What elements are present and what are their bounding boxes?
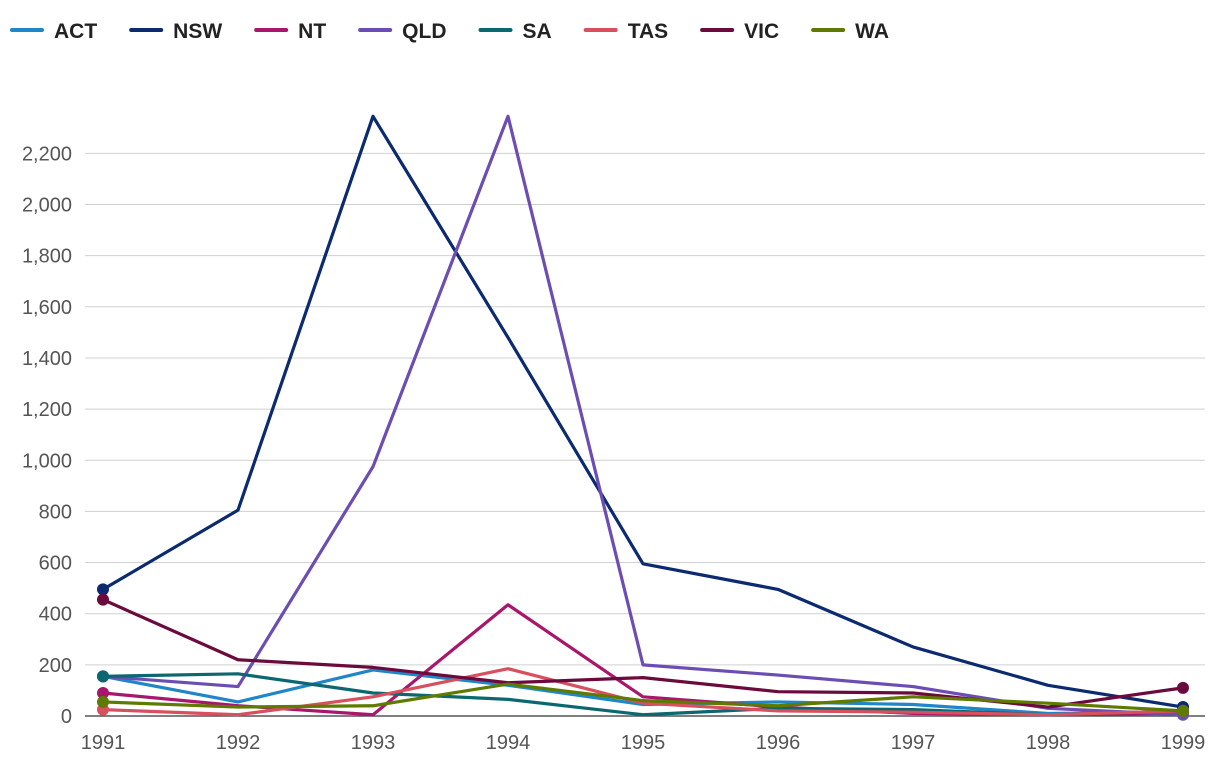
x-tick-label: 1993 [351, 732, 396, 754]
legend-label: NT [298, 20, 326, 43]
legend-item-qld[interactable]: QLD [358, 20, 447, 43]
data-point-wa[interactable] [1177, 704, 1189, 717]
legend-label: TAS [628, 20, 668, 43]
data-point-sa[interactable] [97, 670, 109, 683]
y-tick-label: 600 [39, 553, 72, 575]
y-tick-label: 2,200 [22, 143, 72, 165]
y-tick-label: 1,600 [22, 297, 72, 319]
legend-item-nsw[interactable]: NSW [129, 20, 222, 43]
y-tick-label: 1,800 [22, 246, 72, 268]
series-group [97, 114, 1189, 721]
series-wa [97, 682, 1189, 717]
x-axis: 1991 1992 1993 1994 1995 1996 1997 1998 1999 [81, 715, 1206, 754]
x-tick-label: 1994 [486, 732, 531, 754]
series-line-wa[interactable] [101, 682, 1185, 713]
x-tick-label: 1999 [1161, 732, 1206, 754]
legend-item-sa[interactable]: SA [478, 20, 552, 43]
x-tick-label: 1998 [1026, 732, 1071, 754]
y-tick-label: 1,200 [22, 399, 72, 421]
legend-label: QLD [402, 20, 446, 43]
y-tick-label: 1,400 [22, 348, 72, 370]
data-point-nt[interactable] [97, 686, 109, 699]
x-tick-label: 1992 [216, 732, 261, 754]
y-tick-label: 800 [39, 501, 72, 523]
y-tick-label: 1,000 [22, 450, 72, 472]
y-tick-label: 200 [39, 655, 72, 677]
legend-item-act[interactable]: ACT [10, 20, 97, 43]
legend-label: NSW [173, 20, 222, 43]
legend-item-vic[interactable]: VIC [700, 20, 779, 43]
x-tick-label: 1991 [81, 732, 126, 754]
series-line-vic[interactable] [101, 598, 1185, 709]
data-point-wa[interactable] [97, 695, 109, 708]
data-point-vic[interactable] [97, 593, 109, 606]
series-nsw [97, 114, 1189, 714]
y-tick-label: 0 [61, 706, 72, 728]
legend-item-tas[interactable]: TAS [583, 20, 668, 43]
x-tick-label: 1997 [891, 732, 936, 754]
series-line-tas[interactable] [101, 667, 1185, 717]
series-line-nsw[interactable] [101, 114, 1185, 709]
data-point-nsw[interactable] [97, 583, 109, 596]
y-tick-label: 400 [39, 604, 72, 626]
legend-label: SA [523, 20, 552, 43]
x-tick-label: 1996 [756, 732, 801, 754]
series-qld [97, 114, 1189, 721]
legend-item-nt[interactable]: NT [254, 20, 326, 43]
legend-item-wa[interactable]: WA [811, 20, 889, 43]
x-tick-label: 1995 [621, 732, 666, 754]
legend-label: VIC [744, 20, 779, 43]
legend-label: WA [855, 20, 889, 43]
y-tick-label: 2,000 [22, 195, 72, 217]
series-line-qld[interactable] [101, 114, 1185, 717]
legend-label: ACT [54, 20, 97, 43]
data-point-vic[interactable] [1177, 681, 1189, 694]
grid-lines [85, 152, 1205, 666]
legend: ACT NSW NT QLD SA TAS VIC WA [10, 20, 889, 43]
y-axis: 0 200 400 600 800 1,000 1,200 1,400 1,600 1,800 2,… [22, 143, 72, 728]
